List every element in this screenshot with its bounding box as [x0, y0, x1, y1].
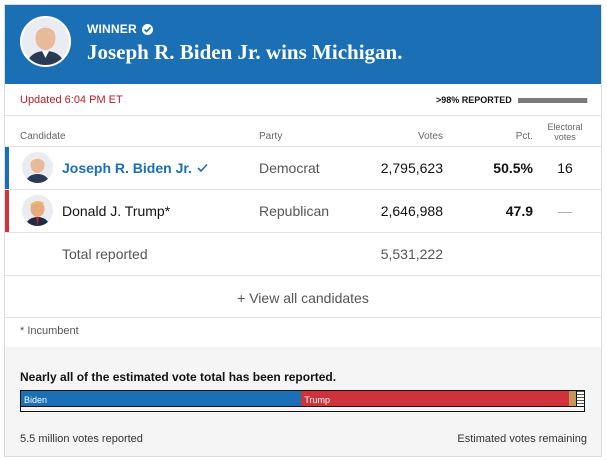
header-votes: Votes [417, 131, 443, 142]
winner-banner: WINNER Joseph R. Biden Jr. wins Michigan… [5, 5, 601, 84]
check-icon [197, 163, 208, 173]
divider [5, 317, 601, 318]
header-candidate: Candidate [20, 131, 66, 142]
reported-progress-fill [518, 98, 587, 103]
candidate-avatar [22, 152, 53, 183]
party-color-stripe [5, 190, 9, 232]
divider [5, 232, 601, 233]
candidate-avatar [22, 195, 53, 226]
candidate-votes: 2,795,623 [380, 160, 443, 176]
winner-avatar [20, 16, 71, 67]
votes-remaining-text: Estimated votes remaining [457, 433, 587, 445]
candidate-votes: 2,646,988 [380, 203, 443, 219]
party-color-stripe [5, 147, 9, 189]
header-party: Party [259, 131, 283, 142]
updated-timestamp: Updated 6:04 PM ET [20, 94, 123, 106]
vote-bar-segment-remaining [575, 391, 584, 406]
vote-progress-section: Nearly all of the estimated vote total h… [5, 347, 601, 456]
table-row-biden: Joseph R. Biden Jr. Democrat 2,795,623 5… [5, 147, 601, 189]
total-votes: 5,531,222 [380, 246, 443, 262]
candidate-name[interactable]: Donald J. Trump* [62, 203, 171, 219]
winner-headline: Joseph R. Biden Jr. wins Michigan. [87, 40, 403, 64]
table-row-total: Total reported 5,531,222 [5, 233, 601, 275]
winner-label: WINNER [87, 22, 153, 36]
candidate-electoral-votes: — [558, 203, 572, 219]
view-all-candidates-button[interactable]: + View all candidates [237, 290, 369, 306]
divider [5, 189, 601, 190]
header-pct: Pct. [515, 131, 533, 142]
reported-progress-bar [518, 98, 588, 103]
candidate-pct: 47.9 [505, 203, 533, 219]
divider [5, 275, 601, 276]
vote-bar-segment-biden: Biden [21, 391, 302, 406]
candidate-party: Democrat [259, 160, 320, 176]
incumbent-footnote: * Incumbent [20, 325, 79, 337]
check-icon [141, 23, 153, 35]
candidate-pct: 50.5% [493, 160, 533, 176]
votes-reported-text: 5.5 million votes reported [20, 433, 143, 445]
vote-progress-title: Nearly all of the estimated vote total h… [20, 370, 337, 384]
reported-label: >98% REPORTED [436, 95, 512, 105]
candidate-name[interactable]: Joseph R. Biden Jr. [62, 160, 208, 176]
header-electoral-votes: Electoral votes [547, 122, 583, 142]
divider [5, 146, 601, 147]
divider [5, 115, 601, 116]
vote-share-bar: Biden Trump [20, 390, 585, 407]
results-card: WINNER Joseph R. Biden Jr. wins Michigan… [4, 4, 602, 457]
candidate-party: Republican [259, 203, 330, 219]
vote-bar-segment-other [568, 391, 576, 406]
table-row-trump: Donald J. Trump* Republican 2,646,988 47… [5, 190, 601, 232]
vote-bar-segment-trump: Trump [301, 391, 569, 406]
candidate-electoral-votes: 16 [557, 160, 573, 176]
reported-bracket [20, 407, 585, 412]
total-label: Total reported [62, 246, 148, 262]
